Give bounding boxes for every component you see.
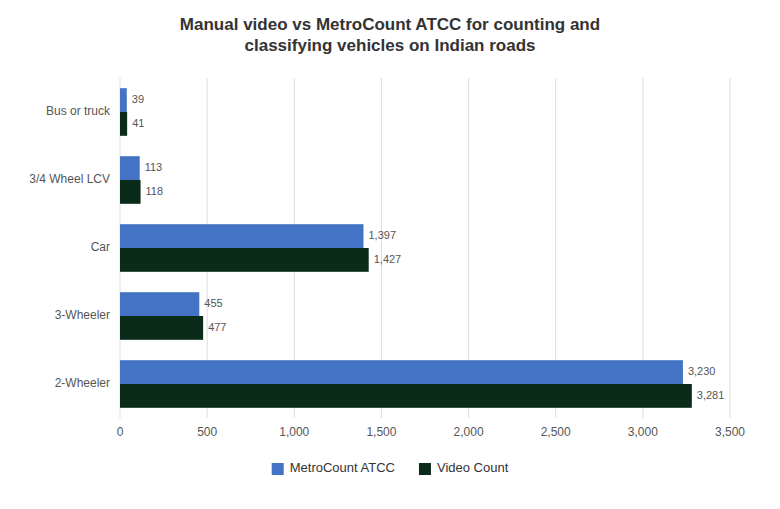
bar: [120, 248, 369, 272]
data-label: 455: [204, 297, 222, 309]
y-tick-label: 3-Wheeler: [55, 308, 110, 322]
x-tick-label: 2,500: [541, 425, 571, 439]
legend-swatch: [419, 463, 431, 475]
data-label: 41: [132, 117, 144, 129]
legend-item: MetroCount ATCC: [272, 460, 395, 475]
legend-item: Video Count: [419, 460, 509, 475]
title-line: classifying vehicles on Indian roads: [245, 36, 536, 55]
x-tick-label: 3,500: [715, 425, 745, 439]
bar: [120, 180, 141, 204]
x-tick-label: 0: [117, 425, 124, 439]
bar: [120, 360, 683, 384]
bar: [120, 224, 363, 248]
bar: [120, 112, 127, 136]
bar: [120, 384, 692, 408]
data-label: 118: [146, 185, 164, 197]
title-line: Manual video vs MetroCount ATCC for coun…: [180, 15, 600, 34]
data-label: 39: [132, 93, 144, 105]
bar: [120, 316, 203, 340]
x-tick-label: 3,000: [628, 425, 658, 439]
x-tick-label: 500: [197, 425, 217, 439]
x-tick-label: 1,000: [279, 425, 309, 439]
legend-label: Video Count: [437, 460, 509, 475]
title: Manual video vs MetroCount ATCC for coun…: [180, 15, 600, 55]
y-tick-label: 3/4 Wheel LCV: [29, 172, 110, 186]
grid: [120, 78, 730, 418]
legend: MetroCount ATCC Video Count: [272, 460, 509, 475]
bars: [120, 88, 692, 408]
data-label: 3,230: [688, 365, 716, 377]
bar: [120, 88, 127, 112]
bar: [120, 292, 199, 316]
legend-swatch: [272, 463, 284, 475]
bar: [120, 156, 140, 180]
data-label: 1,397: [368, 229, 396, 241]
chart: Manual video vs MetroCount ATCC for coun…: [0, 0, 780, 509]
x-tick-label: 2,000: [454, 425, 484, 439]
legend-label: MetroCount ATCC: [290, 460, 395, 475]
data-label: 113: [145, 161, 163, 173]
data-labels: 3,230 455 1,397 113 39 3,281 477 1,427 118 41: [132, 93, 725, 401]
data-label: 3,281: [697, 389, 725, 401]
data-label: 1,427: [374, 253, 402, 265]
x-tick-label: 1,500: [366, 425, 396, 439]
data-label: 477: [208, 321, 226, 333]
grid-line: [730, 78, 731, 418]
y-tick-label: 2-Wheeler: [55, 376, 110, 390]
y-tick-label: Bus or truck: [46, 104, 111, 118]
y-tick-label: Car: [91, 240, 110, 254]
